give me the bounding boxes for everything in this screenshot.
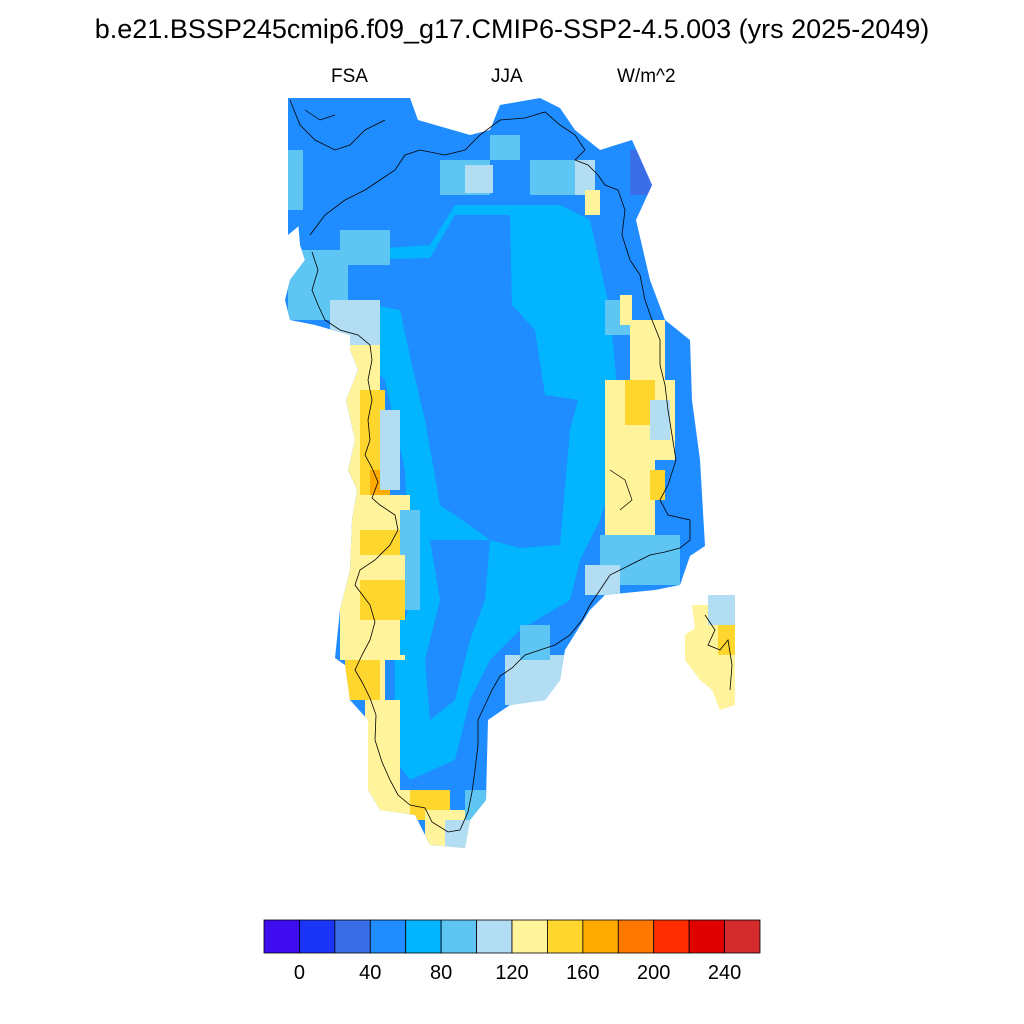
field-cell bbox=[345, 660, 380, 700]
colorbar-tick-label: 200 bbox=[637, 962, 671, 984]
colorbar-swatch bbox=[476, 919, 513, 954]
coastline-fragment bbox=[609, 469, 633, 511]
field-cell bbox=[585, 190, 600, 215]
field-interior-core bbox=[350, 215, 578, 548]
field-cell bbox=[575, 160, 595, 195]
colorbar-tick-label: 0 bbox=[293, 962, 305, 984]
season-label: JJA bbox=[491, 66, 523, 87]
colorbar-swatch bbox=[653, 919, 690, 954]
field-cell bbox=[650, 400, 670, 440]
colorbar-swatch bbox=[582, 919, 619, 954]
colorbar-tick-label: 160 bbox=[566, 962, 600, 984]
colorbar-swatch bbox=[334, 919, 371, 954]
eastern-island bbox=[685, 595, 735, 710]
variable-label: FSA bbox=[331, 66, 368, 87]
colorbar-swatch bbox=[263, 919, 300, 954]
units-label: W/m^2 bbox=[617, 66, 676, 87]
field-cell bbox=[585, 565, 620, 595]
coastline bbox=[289, 99, 691, 833]
field-cell bbox=[530, 160, 575, 195]
figure-title: b.e21.BSSP245cmip6.f09_g17.CMIP6-SSP2-4.… bbox=[94, 14, 930, 44]
northwest-fragment bbox=[288, 98, 412, 235]
colorbar-swatch bbox=[688, 919, 725, 954]
field-cell bbox=[520, 625, 550, 660]
field-cell bbox=[465, 165, 493, 193]
field-cell bbox=[630, 320, 665, 380]
field-cell bbox=[340, 230, 390, 265]
colorbar-swatch bbox=[299, 919, 336, 954]
colorbar-tick-label: 120 bbox=[495, 962, 529, 984]
field-cell bbox=[445, 820, 470, 848]
colorbar-swatch bbox=[405, 919, 442, 954]
field-cell bbox=[490, 135, 520, 160]
field-cell bbox=[650, 470, 665, 500]
colorbar-tick-label: 80 bbox=[430, 962, 453, 984]
field-cell bbox=[400, 620, 415, 655]
field-cell bbox=[620, 295, 632, 325]
colorbar-tick-label: 40 bbox=[359, 962, 382, 984]
field-cell bbox=[505, 655, 570, 705]
colorbar-swatch bbox=[547, 919, 584, 954]
field-cell bbox=[360, 580, 405, 620]
colorbar-swatch bbox=[511, 919, 548, 954]
field-south-core bbox=[425, 540, 490, 720]
field-cell bbox=[465, 790, 490, 820]
field-cell bbox=[380, 410, 400, 490]
coastline-fragment bbox=[304, 109, 336, 121]
colorbar-swatch bbox=[440, 919, 477, 954]
field-cells bbox=[285, 98, 705, 848]
colorbar-swatch bbox=[617, 919, 655, 954]
field-cell bbox=[630, 150, 655, 195]
field-cell bbox=[330, 300, 380, 345]
colorbar-swatch bbox=[724, 919, 761, 954]
colorbar-tick-label: 240 bbox=[707, 962, 742, 984]
colorbar-swatch bbox=[369, 919, 407, 954]
colorbar bbox=[263, 919, 761, 954]
